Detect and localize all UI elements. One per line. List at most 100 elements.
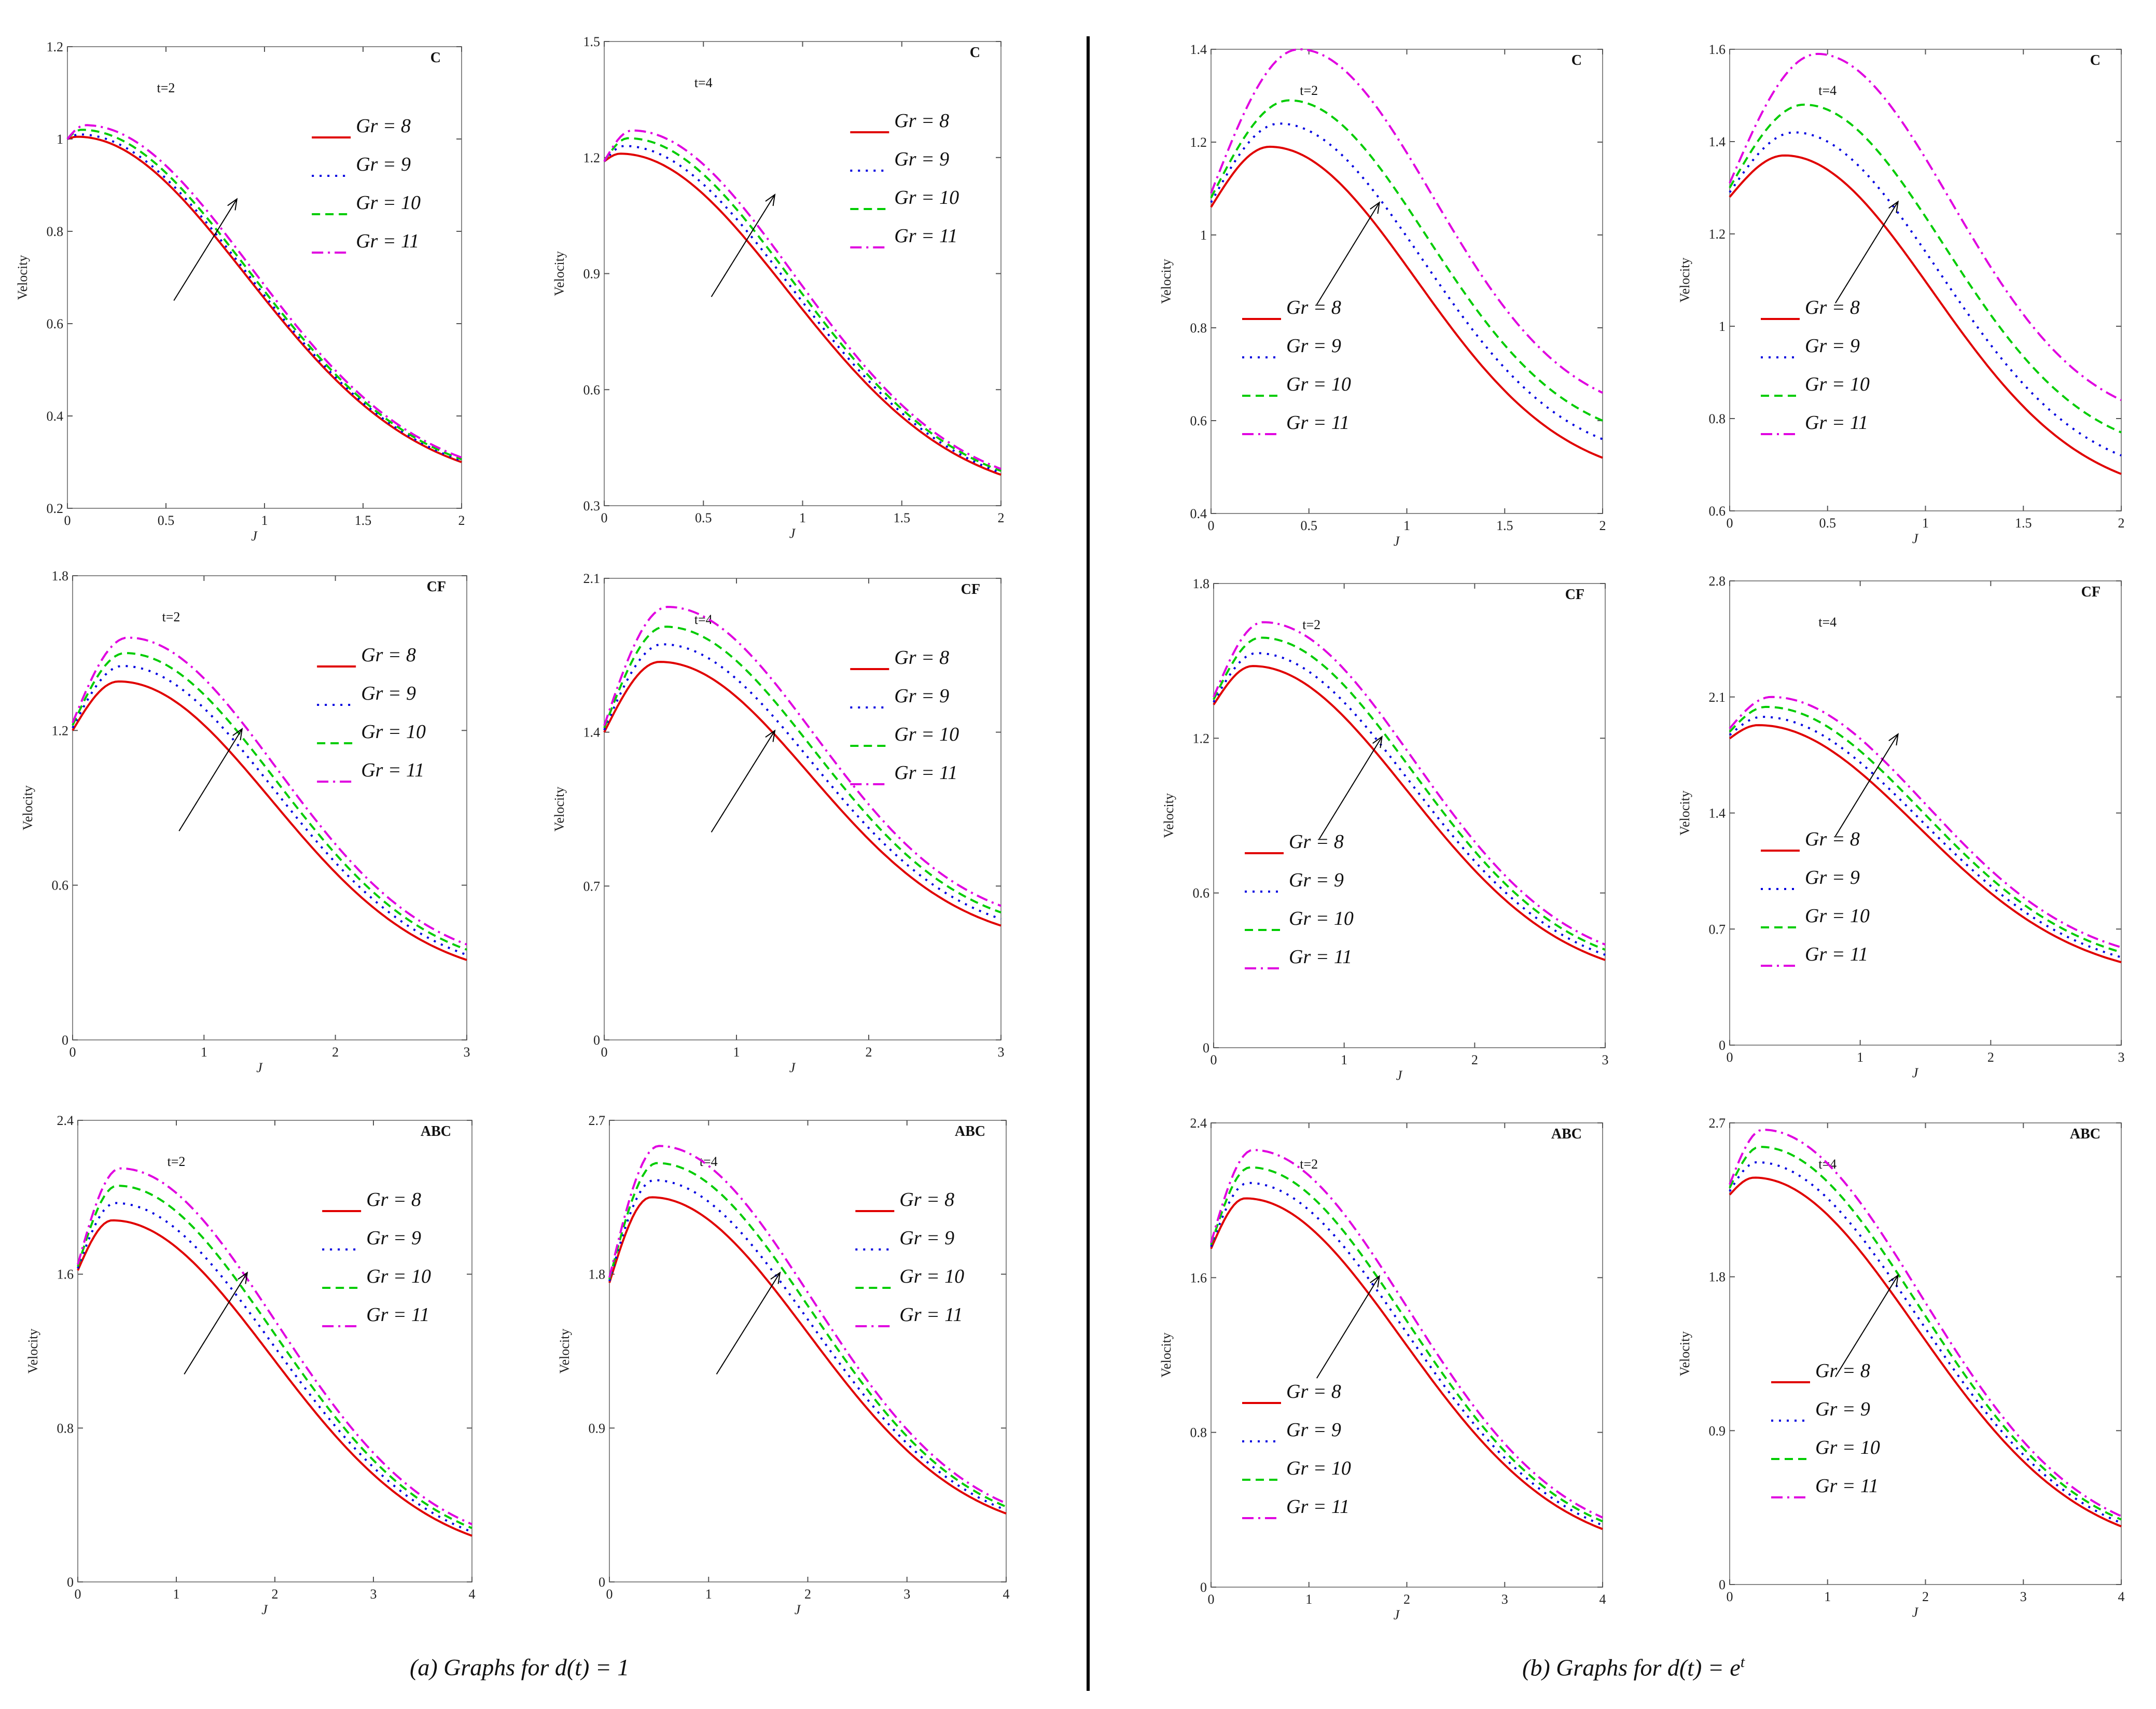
series-line-gr-9	[1213, 652, 1606, 956]
x-axis-label: J	[789, 1060, 796, 1075]
legend-label-gr-8: Gr = 8	[1805, 828, 1860, 850]
x-axis-label: J	[1396, 1068, 1403, 1083]
y-tick-label: 0.2	[47, 501, 64, 516]
time-label: t=2	[1300, 83, 1318, 98]
trend-arrow-shaft	[711, 194, 775, 297]
trend-arrow-shaft	[1834, 201, 1899, 304]
legend-label-gr-10: Gr = 10	[356, 192, 421, 214]
series-line-gr-9	[1729, 716, 2122, 958]
legend-label-gr-11: Gr = 11	[1805, 943, 1868, 965]
caption-b-text: (b) Graphs for d(t) = e	[1522, 1654, 1741, 1681]
y-axis-label: Velocity	[552, 251, 567, 296]
y-tick-label: 0.6	[1193, 886, 1210, 901]
y-tick-label: 0.9	[589, 1421, 606, 1436]
x-tick-label: 2	[2118, 516, 2125, 531]
x-tick-label: 1.5	[1496, 518, 1513, 533]
x-tick-label: 2	[866, 1045, 872, 1060]
model-label: CF	[2081, 584, 2101, 600]
series-line-gr-10	[1210, 99, 1603, 422]
y-tick-label: 0.6	[47, 316, 64, 331]
trend-arrow-head	[765, 193, 776, 206]
x-tick-label: 2	[1471, 1052, 1478, 1067]
series-line-gr-8	[77, 1219, 472, 1537]
series-line-gr-10	[77, 1185, 472, 1530]
series-line-gr-8	[72, 680, 467, 961]
time-label: t=2	[168, 1154, 186, 1169]
x-tick-label: 4	[2118, 1589, 2125, 1604]
legend-label-gr-9: Gr = 9	[1805, 335, 1860, 357]
legend-label-gr-11: Gr = 11	[1286, 1496, 1350, 1518]
series-line-gr-10	[1210, 1166, 1603, 1523]
legend-label-gr-11: Gr = 11	[894, 225, 957, 247]
time-label: t=4	[1818, 615, 1837, 630]
chart-b-C-t4: 0.6 0.8 1 1.2 1.4 1.6 0 0.5 1 1.5 2 J Velocity Ct=4 Gr…	[1677, 42, 2125, 546]
y-tick-label: 1.4	[1709, 806, 1726, 821]
y-tick-label: 0.8	[1190, 1425, 1207, 1440]
x-tick-label: 1.5	[355, 513, 372, 528]
legend-label-gr-11: Gr = 11	[1805, 412, 1868, 434]
legend-label-gr-8: Gr = 8	[899, 1189, 954, 1211]
series-line-gr-11	[1729, 1129, 2122, 1517]
y-tick-label: 0	[599, 1575, 605, 1590]
x-tick-label: 2	[272, 1587, 279, 1602]
y-tick-label: 1.8	[52, 568, 69, 583]
legend-label-gr-10: Gr = 10	[899, 1266, 964, 1287]
y-tick-label: 1.6	[57, 1267, 74, 1282]
y-tick-label: 1.2	[583, 150, 601, 165]
series-line-gr-8	[1213, 665, 1606, 961]
series-line-gr-11	[608, 1145, 1007, 1505]
series-line-gr-10	[72, 652, 467, 951]
x-tick-label: 1	[1824, 1589, 1831, 1604]
series-line-gr-10	[608, 1162, 1007, 1508]
x-tick-label: 2	[458, 513, 465, 528]
model-label: CF	[1565, 587, 1584, 603]
x-axis-label: J	[256, 1060, 263, 1075]
y-tick-label: 0.8	[57, 1421, 74, 1436]
x-axis-label: J	[1912, 1605, 1919, 1620]
legend-label-gr-9: Gr = 9	[361, 683, 416, 704]
legend-label-gr-8: Gr = 8	[894, 110, 949, 132]
plot-frame	[604, 578, 1002, 1040]
y-tick-label: 0	[1200, 1580, 1207, 1595]
trend-arrow-shaft	[173, 199, 238, 301]
x-tick-label: 2	[1403, 1592, 1410, 1607]
series-line-gr-11	[66, 124, 462, 458]
legend-label-gr-10: Gr = 10	[366, 1266, 431, 1287]
series-line-gr-11	[1729, 696, 2122, 949]
y-tick-label: 1	[1719, 319, 1726, 334]
legend-label-gr-11: Gr = 11	[366, 1304, 429, 1326]
series-line-gr-9	[77, 1202, 472, 1533]
legend-label-gr-9: Gr = 9	[894, 685, 949, 707]
legend-label-gr-10: Gr = 10	[1289, 908, 1354, 929]
x-tick-label: 2	[804, 1587, 811, 1602]
caption-a: (a) Graphs for d(t) = 1	[410, 1654, 630, 1680]
y-tick-label: 2.4	[57, 1113, 74, 1128]
x-tick-label: 4	[1003, 1587, 1010, 1602]
y-tick-label: 1.6	[1709, 42, 1726, 57]
x-tick-label: 0.5	[158, 513, 175, 528]
x-tick-label: 4	[1599, 1592, 1606, 1607]
caption-b: (b) Graphs for d(t) = et	[1522, 1654, 1745, 1681]
time-label: t=2	[1302, 617, 1320, 632]
x-tick-label: 0	[64, 513, 71, 528]
y-tick-label: 2.1	[583, 571, 601, 586]
model-label: C	[1571, 52, 1582, 68]
x-tick-label: 1	[1922, 516, 1929, 531]
time-label: t=4	[694, 75, 713, 90]
y-tick-label: 0	[593, 1033, 600, 1048]
series-line-gr-11	[603, 606, 1002, 907]
series-line-gr-10	[1729, 103, 2122, 434]
legend-label-gr-11: Gr = 11	[361, 759, 424, 781]
series-line-gr-8	[1729, 724, 2122, 964]
model-label: CF	[961, 581, 980, 598]
series-line-gr-9	[66, 133, 462, 462]
y-tick-label: 1.6	[1190, 1270, 1207, 1285]
x-tick-label: 2	[332, 1045, 339, 1060]
y-tick-label: 2.1	[1709, 690, 1726, 705]
y-tick-label: 0	[1719, 1038, 1726, 1053]
model-label: CF	[427, 579, 446, 595]
series-line-gr-9	[1729, 131, 2122, 457]
